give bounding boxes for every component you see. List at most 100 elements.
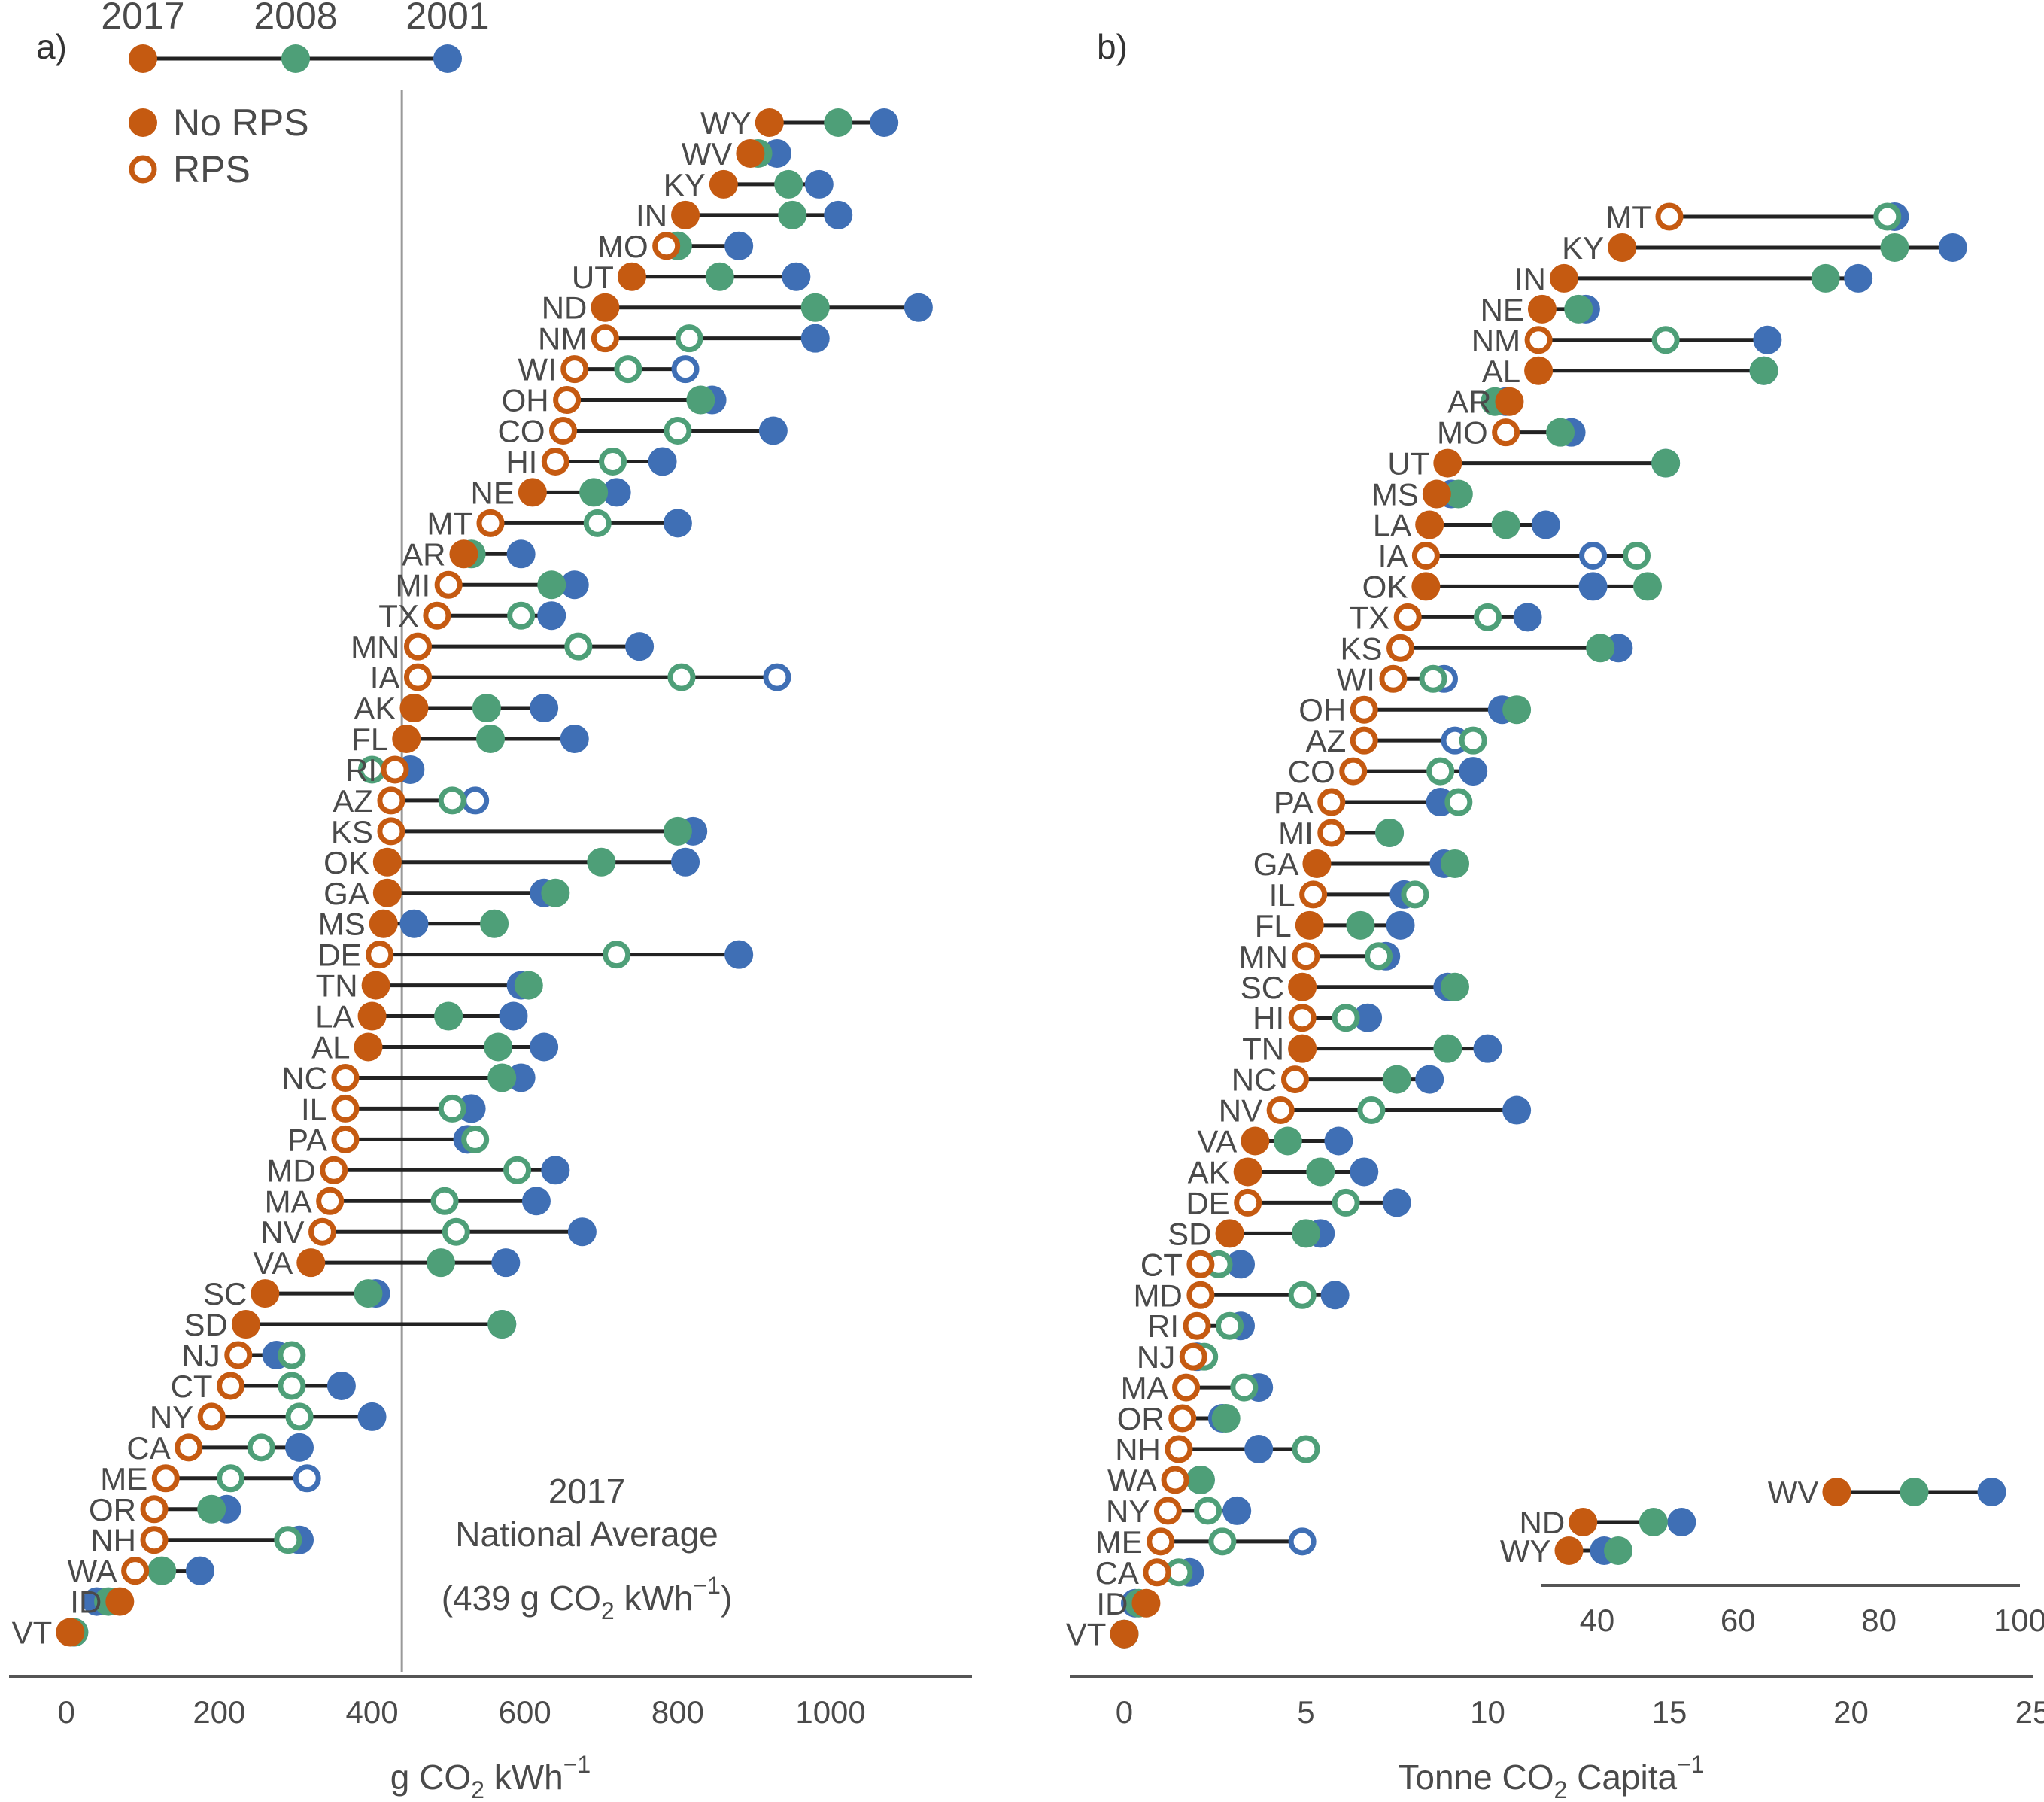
a-dot-2017-MS [369, 909, 398, 938]
b-state-label: WI [1337, 661, 1375, 697]
a-dot-2017-SD [231, 1310, 260, 1339]
b-state-label: OH [1298, 692, 1346, 728]
b-dot-2008-MI [1375, 819, 1405, 847]
b-dot-2017-OK [1411, 572, 1441, 601]
b-dot-2001-VA [1324, 1126, 1353, 1156]
a-state-label: RI [345, 752, 377, 788]
a-dot-2008-WY [824, 108, 853, 137]
a-dot-2017-NY [197, 1402, 226, 1431]
b-inset-dot-2017-WY [1554, 1536, 1584, 1565]
b-state-label: ID [1096, 1586, 1128, 1621]
b-x-tick-label: 0 [1116, 1694, 1133, 1730]
b-dot-2001-LA [1531, 510, 1560, 539]
b-dot-2017-AR [1495, 387, 1524, 416]
a-dot-2001-AL [530, 1032, 559, 1062]
a-dot-2001-MI [560, 570, 589, 600]
a-state-label: NV [260, 1214, 304, 1250]
b-state-label: NM [1471, 323, 1520, 358]
average-annotation-value: (439 g CO2 kWh−1) [442, 1572, 733, 1624]
b-dot-2017-NC [1280, 1065, 1309, 1094]
a-dot-2008-SD [487, 1310, 517, 1339]
a-dot-2008-CA [247, 1433, 275, 1462]
b-dot-2001-IN [1844, 263, 1873, 293]
b-dot-2017-RI [1183, 1311, 1211, 1340]
rps-legend: No RPS RPS [129, 102, 309, 190]
b-dot-2008-KS [1586, 634, 1615, 663]
b-dot-2017-NE [1527, 294, 1557, 324]
b-state-label: MO [1437, 415, 1488, 451]
a-dot-2008-ME [217, 1464, 245, 1493]
a-dot-2017-IN [671, 200, 700, 229]
b-dot-2017-MI [1317, 819, 1346, 847]
b-x-tick-label: 15 [1652, 1694, 1687, 1730]
a-state-label: SD [184, 1307, 228, 1342]
a-state-label: VT [12, 1615, 53, 1651]
b-dot-2017-DE [1234, 1188, 1262, 1217]
a-dot-2017-ME [151, 1464, 180, 1493]
legend-no-rps-marker [129, 108, 157, 137]
a-dot-2008-IA [667, 663, 696, 691]
a-state-label: KY [664, 167, 706, 202]
b-dot-2008-NH [1292, 1435, 1320, 1463]
a-x-tick-label: 1000 [795, 1694, 865, 1730]
a-state-label: NJ [181, 1338, 220, 1373]
a-dot-2017-ND [591, 293, 620, 322]
a-dot-2017-UT [617, 262, 646, 291]
a-state-label: ME [100, 1461, 147, 1497]
b-dot-2017-KY [1608, 232, 1637, 262]
a-dot-2017-ID [105, 1587, 135, 1616]
a-dot-2008-OR [197, 1494, 226, 1524]
b-dot-2008-GA [1441, 849, 1469, 878]
b-dot-2017-NM [1524, 326, 1553, 354]
a-dot-2001-NV [567, 1217, 597, 1247]
a-dot-2017-GA [372, 878, 402, 907]
a-dot-2017-WV [736, 138, 765, 168]
b-dot-2001-TX [1513, 603, 1542, 632]
b-dot-2008-VA [1273, 1126, 1302, 1156]
a-dot-2017-CO [549, 417, 578, 445]
b-dot-2017-NH [1165, 1435, 1193, 1463]
a-state-label: LA [315, 999, 354, 1035]
b-dot-2008-NY [1194, 1497, 1222, 1525]
a-state-label: TX [378, 598, 419, 634]
b-inset-dot-2008-ND [1639, 1508, 1668, 1536]
b-dot-2017-VT [1110, 1619, 1139, 1649]
b-dot-2017-FL [1295, 910, 1324, 940]
b-dot-2008-TN [1433, 1034, 1462, 1063]
a-state-label: ID [70, 1585, 102, 1620]
b-dot-2008-LA [1491, 510, 1520, 539]
a-dot-2017-SC [251, 1279, 280, 1308]
a-dot-2001-IL [457, 1094, 486, 1123]
b-inset-dot-2008-WY [1604, 1536, 1633, 1565]
a-dot-2017-NC [331, 1063, 360, 1092]
b-state-label: CT [1140, 1247, 1183, 1282]
b-dot-2008-IL [1401, 880, 1429, 909]
a-dot-2017-NJ [224, 1341, 253, 1369]
a-dot-2017-MO [652, 232, 681, 260]
a-state-label: MD [266, 1153, 315, 1188]
b-state-label: MT [1605, 199, 1651, 235]
legend-2017-label: 2017 [101, 0, 184, 37]
a-dot-2017-VA [296, 1248, 326, 1278]
average-annotation-year: 2017 [548, 1472, 625, 1511]
a-dot-2001-DE [724, 940, 754, 969]
a-dot-2008-VA [426, 1248, 455, 1278]
b-dot-2017-NJ [1179, 1342, 1207, 1371]
b-state-label: LA [1373, 508, 1411, 543]
b-x-tick-label: 20 [1833, 1694, 1869, 1730]
b-dot-2017-MD [1186, 1281, 1215, 1309]
b-dot-2017-IA [1411, 541, 1440, 570]
a-dot-2017-NE [518, 478, 547, 507]
b-dot-2001-HI [1353, 1003, 1383, 1032]
a-state-label: VA [253, 1245, 293, 1281]
a-dot-2008-WA [147, 1556, 177, 1585]
a-state-label: IA [370, 660, 400, 695]
b-inset-x-tick-label: 60 [1721, 1603, 1756, 1638]
a-dot-2017-IL [331, 1094, 360, 1123]
a-state-label: WA [68, 1554, 117, 1589]
b-state-label: CA [1095, 1555, 1139, 1591]
a-dot-2008-IN [778, 200, 807, 229]
a-state-label: AR [402, 536, 445, 572]
b-state-label: NY [1106, 1494, 1150, 1529]
